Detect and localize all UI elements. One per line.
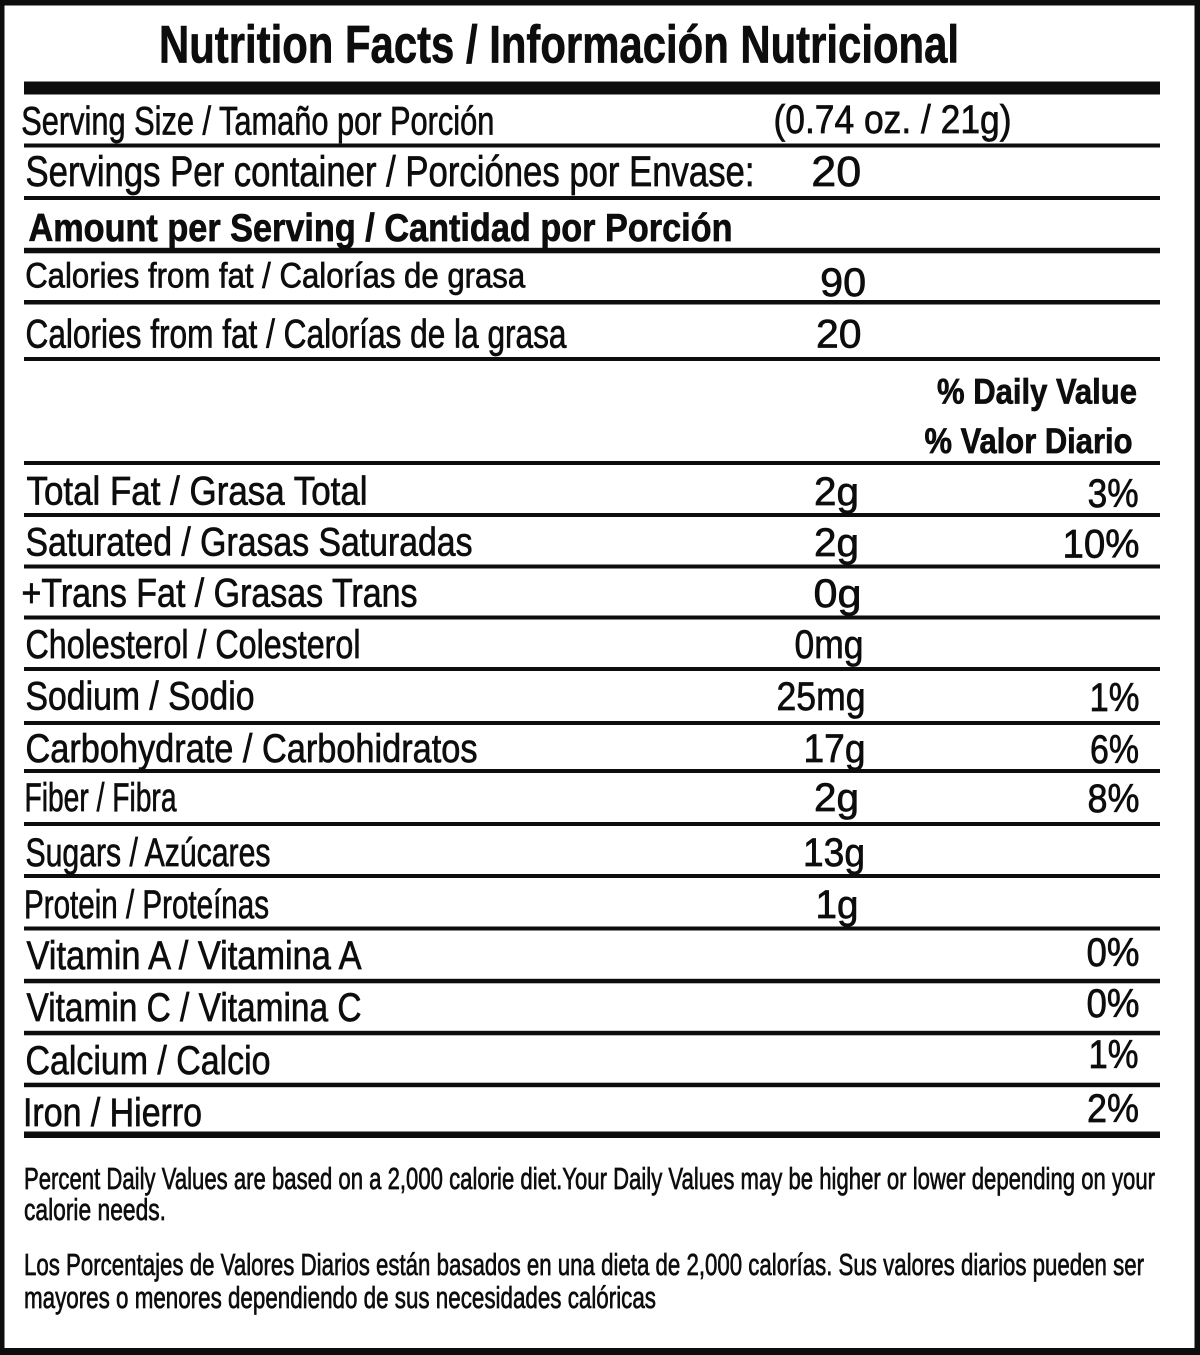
svg-text:2g: 2g [814, 521, 859, 565]
svg-text:Protein / Proteínas: Protein / Proteínas [24, 883, 269, 927]
svg-text:Serving Size / Tamaño por Porc: Serving Size / Tamaño por Porción [21, 99, 494, 143]
svg-text:17g: 17g [804, 727, 866, 771]
svg-text:Total Fat / Grasa Total: Total Fat / Grasa Total [27, 470, 368, 514]
svg-text:8%: 8% [1088, 777, 1140, 821]
svg-text:0%: 0% [1087, 982, 1140, 1026]
svg-text:Carbohydrate / Carbohidratos: Carbohydrate / Carbohidratos [26, 727, 478, 771]
svg-text:Vitamin A / Vitamina A: Vitamin A / Vitamina A [27, 934, 362, 978]
svg-text:25mg: 25mg [777, 675, 866, 719]
svg-text:0g: 0g [814, 572, 862, 616]
svg-text:Los Porcentajes de Valores Dia: Los Porcentajes de Valores Diarios están… [24, 1247, 1144, 1282]
svg-text:Calcium / Calcio: Calcium / Calcio [26, 1039, 271, 1083]
svg-text:2g: 2g [814, 776, 859, 820]
svg-text:6%: 6% [1090, 728, 1139, 772]
svg-text:Cholesterol / Colesterol: Cholesterol / Colesterol [26, 623, 361, 667]
svg-text:Fiber / Fibra: Fiber / Fibra [25, 776, 178, 820]
svg-text:% Valor Diario: % Valor Diario [925, 422, 1133, 461]
svg-text:% Daily Value: % Daily Value [937, 373, 1137, 412]
svg-text:20: 20 [811, 149, 861, 196]
svg-text:Amount per Serving / Cantidad: Amount per Serving / Cantidad por Porció… [29, 207, 733, 250]
svg-text:90: 90 [820, 261, 866, 305]
svg-text:10%: 10% [1063, 523, 1140, 567]
svg-text:20: 20 [816, 313, 862, 357]
svg-text:Calories from fat / Calorías d: Calories from fat / Calorías de grasa [25, 257, 525, 296]
svg-text:mayores o menores dependiendo: mayores o menores dependiendo de sus nec… [24, 1280, 656, 1315]
svg-text:1g: 1g [816, 883, 859, 927]
svg-text:Servings Per container / Porci: Servings Per container / Porciónes por E… [26, 149, 755, 196]
svg-text:+Trans Fat / Grasas Trans: +Trans Fat / Grasas Trans [22, 572, 418, 616]
svg-text:2g: 2g [814, 470, 859, 514]
svg-text:1%: 1% [1089, 1033, 1139, 1077]
svg-text:Sugars / Azúcares: Sugars / Azúcares [26, 831, 271, 875]
svg-text:Percent Daily Values are based: Percent Daily Values are based on a 2,00… [24, 1161, 1155, 1196]
svg-text:calorie needs.: calorie needs. [24, 1192, 166, 1227]
svg-text:(0.74 oz. / 21g): (0.74 oz. / 21g) [774, 98, 1012, 142]
svg-text:2%: 2% [1087, 1087, 1139, 1131]
svg-text:Iron / Hierro: Iron / Hierro [23, 1091, 202, 1135]
svg-text:Vitamin C / Vitamina C: Vitamin C / Vitamina C [27, 986, 362, 1030]
svg-text:0mg: 0mg [795, 623, 864, 667]
svg-text:Sodium / Sodio: Sodium / Sodio [26, 675, 255, 719]
svg-text:3%: 3% [1088, 472, 1139, 516]
svg-text:1%: 1% [1090, 676, 1140, 720]
svg-text:Saturated / Grasas Saturadas: Saturated / Grasas Saturadas [26, 521, 473, 565]
svg-text:Nutrition Facts / Información: Nutrition Facts / Información Nutriciona… [159, 16, 959, 75]
svg-text:0%: 0% [1087, 931, 1140, 975]
svg-text:Calories from fat / Calorías d: Calories from fat / Calorías de la grasa [26, 313, 568, 357]
svg-text:13g: 13g [803, 831, 865, 875]
